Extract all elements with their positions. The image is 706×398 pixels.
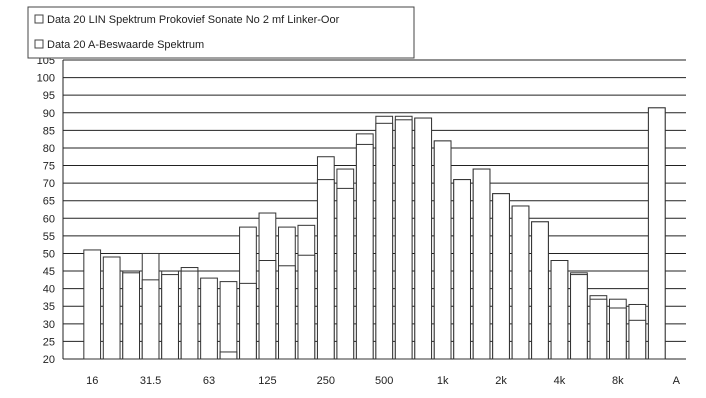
legend-frame: [27, 6, 415, 59]
y-tick-label: 80: [43, 143, 55, 155]
legend: Data 20 LIN Spektrum Prokovief Sonate No…: [27, 6, 415, 59]
bar-a-weighted: [453, 179, 471, 360]
bar-a-weighted: [141, 279, 160, 360]
bars: [83, 107, 666, 360]
y-tick-label: 40: [43, 284, 55, 296]
bar-a-weighted: [355, 143, 374, 360]
legend-swatch-lin: [34, 14, 44, 24]
bar-a-weighted: [511, 205, 530, 360]
bar-a-weighted: [570, 274, 588, 360]
y-tick-label: 90: [43, 108, 55, 120]
x-tick-label: 8k: [612, 375, 624, 387]
y-tick-label: 95: [43, 90, 55, 102]
y-tick-label: 45: [43, 266, 55, 278]
y-tick-label: 70: [43, 178, 55, 190]
legend-label-a: Data 20 A-Beswaarde Spektrum: [47, 39, 204, 51]
bar-a-weighted: [336, 187, 355, 360]
y-tick-label: 55: [43, 231, 55, 243]
bar-a-weighted: [394, 119, 413, 360]
bar-a-weighted: [258, 260, 277, 360]
bar-a-weighted: [414, 117, 433, 360]
x-tick-label: 63: [203, 375, 215, 387]
y-tick-label: 25: [43, 336, 55, 348]
x-tick-label: 250: [317, 375, 335, 387]
bar-a-weighted: [122, 272, 141, 360]
bar-lin: [102, 256, 121, 360]
y-tick-label: 65: [43, 196, 55, 208]
x-tick-label: 31.5: [140, 375, 161, 387]
x-tick-label: A: [673, 375, 681, 387]
bar-a-weighted: [278, 265, 296, 360]
y-tick-label: 20: [43, 354, 55, 366]
x-axis-ticks: 16 31.5 63 125 250 500 1k 2k 4k 8k A: [86, 375, 681, 387]
bar-a-weighted: [628, 319, 647, 360]
y-tick-label: 35: [43, 301, 55, 313]
bar-a-weighted: [550, 260, 569, 360]
bar-a-weighted: [161, 274, 179, 360]
y-tick-label: 30: [43, 319, 55, 331]
y-tick-label: 85: [43, 125, 55, 137]
bar-lin: [83, 249, 102, 360]
x-tick-label: 500: [375, 375, 393, 387]
bar-a-weighted: [239, 282, 257, 360]
bar-a-weighted: [492, 193, 510, 360]
bar-a-weighted: [180, 270, 199, 360]
x-tick-label: 4k: [554, 375, 566, 387]
x-tick-label: 1k: [437, 375, 449, 387]
data-labels: 91.4: [666, 0, 687, 3]
bar-a-weighted: [589, 298, 608, 360]
x-tick-label: 16: [86, 375, 98, 387]
legend-label-lin: Data 20 LIN Spektrum Prokovief Sonate No…: [47, 14, 340, 26]
x-tick-label: 2k: [495, 375, 507, 387]
y-tick-label: 60: [43, 213, 55, 225]
x-tick-label: 125: [258, 375, 276, 387]
bar-a-weighted: [316, 179, 335, 360]
y-tick-label: 75: [43, 161, 55, 173]
bar-a-weighted: [219, 351, 238, 360]
bar-a-weighted: [472, 168, 491, 360]
y-tick-label: 50: [43, 248, 55, 260]
data-label: 91.4: [666, 0, 687, 3]
y-tick-label: 100: [37, 73, 55, 85]
bar-a-weighted: [433, 140, 452, 360]
bar-a-weighted: [297, 254, 316, 360]
bar-lin: [200, 277, 218, 360]
bar-lin: [219, 281, 238, 360]
bar-a-weighted: [608, 307, 627, 360]
bar-a-weighted: [375, 122, 394, 360]
bar-a-weighted: [647, 107, 666, 360]
bar-a-weighted: [531, 221, 549, 360]
legend-swatch-a: [34, 39, 44, 49]
